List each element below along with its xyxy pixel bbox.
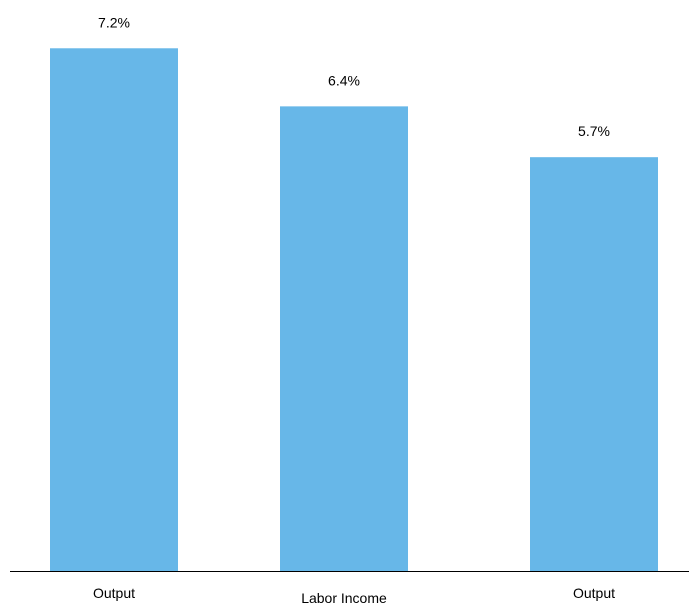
bars-layer <box>50 48 658 572</box>
category-label-1: Labor Income <box>301 590 387 606</box>
category-labels-layer: Output Labor Income Output <box>93 585 615 606</box>
bar-0 <box>50 48 178 571</box>
bar-2 <box>530 157 658 571</box>
category-label-0: Output <box>93 585 135 601</box>
data-label-0: 7.2% <box>98 14 130 30</box>
data-label-2: 5.7% <box>578 123 610 139</box>
data-labels-layer: 7.2% 6.4% 5.7% <box>98 14 610 139</box>
category-label-2: Output <box>573 585 615 601</box>
data-label-1: 6.4% <box>328 72 360 88</box>
bar-1 <box>280 106 408 572</box>
